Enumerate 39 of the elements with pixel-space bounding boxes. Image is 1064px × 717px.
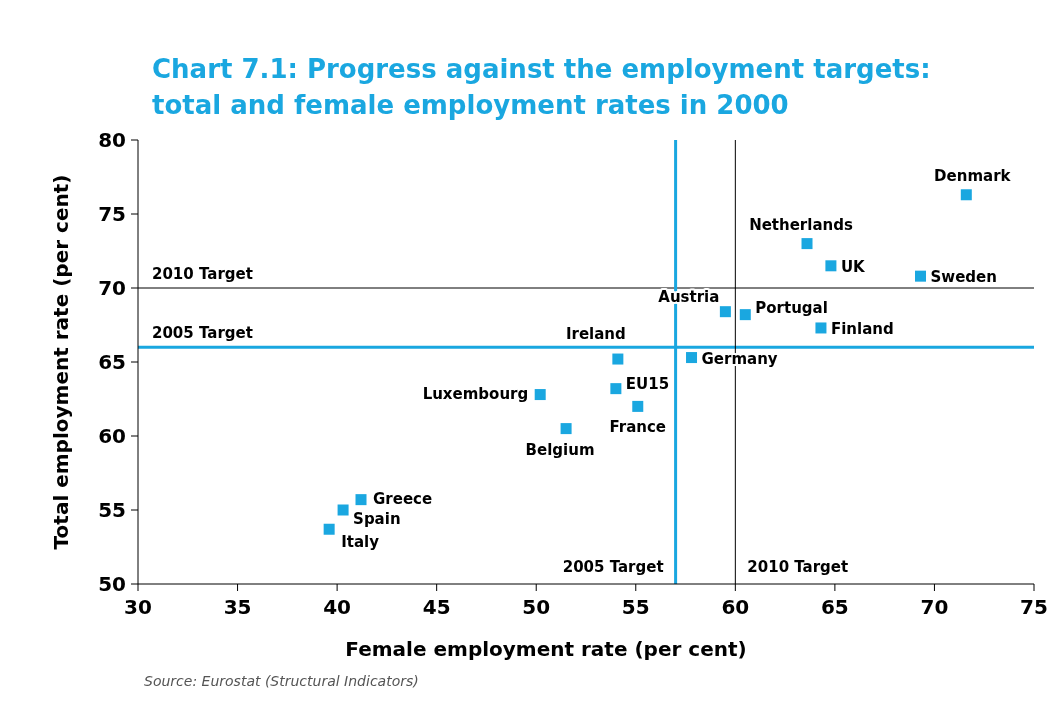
x-tick-label: 45 <box>422 595 451 619</box>
annotation: Belgium <box>525 440 595 459</box>
ref-line-label: 2010 Target <box>747 558 849 576</box>
annotation: Spain <box>353 510 401 528</box>
x-tick-label: 35 <box>223 595 252 619</box>
y-tick-label: 80 <box>98 128 126 152</box>
x-axis-title: Female employment rate (per cent) <box>345 637 747 661</box>
chart-title: Chart 7.1: Progress against the employment targets: total and female employment rates in 2000 <box>152 54 931 120</box>
y-tick-label: 65 <box>98 350 126 374</box>
annotation: Denmark <box>934 166 1012 185</box>
x-tick-label: 40 <box>323 595 352 619</box>
annotation: Finland <box>830 319 894 338</box>
annotation: France <box>609 418 667 437</box>
annotation: Netherlands <box>749 215 853 234</box>
annotation: Ireland <box>565 325 626 344</box>
x-tick-label: 60 <box>721 595 750 619</box>
x-tick-label: 55 <box>621 595 650 619</box>
y-tick-label: 50 <box>98 572 126 596</box>
ref-line-label: 2005 Target <box>152 324 253 343</box>
y-tick-label: 55 <box>98 498 126 522</box>
x-tick-label: 50 <box>522 595 551 619</box>
annotation: Greece <box>373 489 433 508</box>
x-tick-label: 75 <box>1020 595 1048 619</box>
annotation: Luxembourg <box>422 384 529 403</box>
ref-line-label: 2005 Target <box>562 558 664 576</box>
annotation: EU15 <box>625 374 670 393</box>
ref-line-label: 2010 Target <box>152 265 253 283</box>
y-axis-title: Total employment rate (per cent) <box>49 174 73 550</box>
annotation: Sweden <box>930 268 997 287</box>
x-tick-label: 30 <box>124 595 152 619</box>
annotation: Portugal <box>755 298 828 317</box>
y-tick-label: 75 <box>98 202 126 226</box>
source-note: Source: Eurostat (Structural Indicators) <box>144 673 419 689</box>
annotation: Italy <box>341 533 380 552</box>
x-tick-label: 70 <box>920 595 949 619</box>
y-tick-label: 70 <box>98 276 126 300</box>
x-tick-label: 65 <box>820 595 849 619</box>
annotation: UK <box>840 257 867 276</box>
y-tick-label: 60 <box>98 424 126 448</box>
